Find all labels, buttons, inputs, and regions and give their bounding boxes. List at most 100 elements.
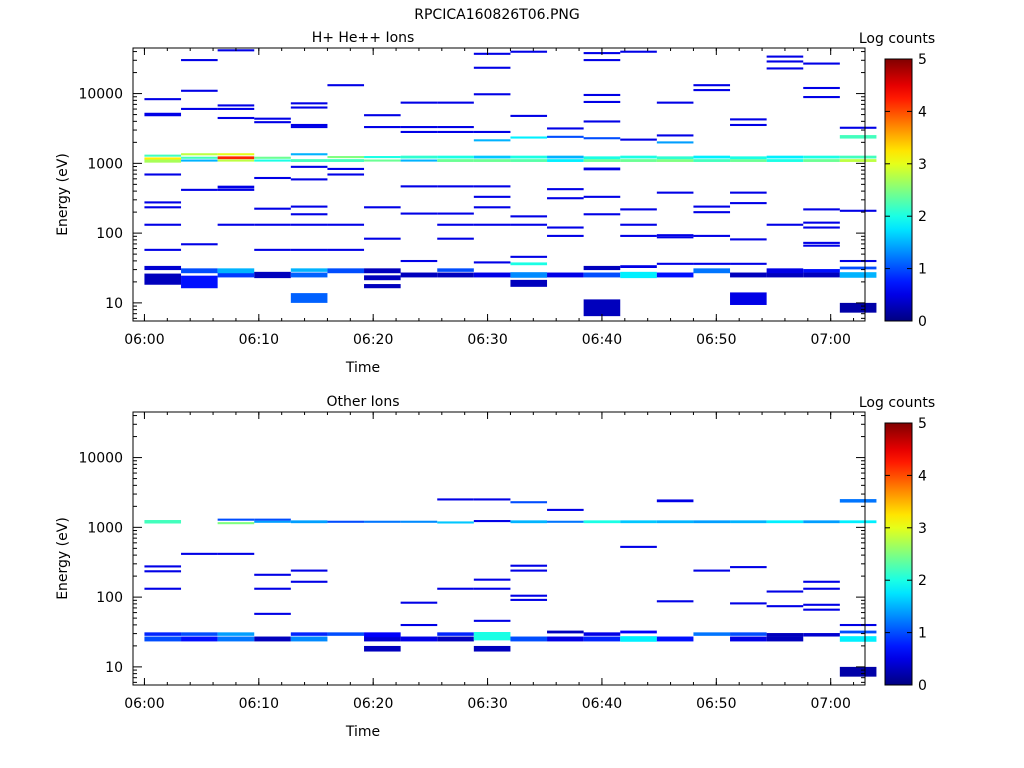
heatmap-cell	[803, 269, 840, 273]
heatmap-cell	[473, 139, 511, 142]
heatmap-cell	[656, 499, 694, 503]
x-tick-label: 06:00	[124, 332, 164, 348]
heatmap-cell	[656, 156, 694, 160]
heatmap-cell	[766, 268, 804, 274]
heatmap-cell	[803, 159, 840, 162]
heatmap-cell	[400, 130, 438, 133]
heatmap-cell	[730, 566, 767, 569]
heatmap-cell	[437, 268, 474, 272]
heatmap-cell	[290, 126, 328, 129]
x-tick-label: 06:10	[239, 696, 279, 712]
heatmap-cell	[620, 520, 657, 524]
heatmap-cell	[254, 587, 291, 590]
heatmap-cell	[730, 520, 767, 524]
heatmap-cell	[400, 185, 438, 188]
heatmap-cell	[510, 279, 548, 287]
y-tick-label: 1000	[87, 156, 123, 172]
heatmap-cell	[693, 84, 731, 87]
heatmap-cell	[473, 52, 511, 55]
heatmap-cell	[290, 123, 328, 127]
heatmap-cell	[693, 234, 731, 237]
heatmap-cell	[656, 234, 694, 237]
heatmap-cell	[583, 213, 621, 216]
heatmap-cell	[620, 234, 657, 237]
heatmap-cell	[437, 185, 474, 188]
x-tick-label: 06:50	[696, 332, 736, 348]
plot-frame	[132, 47, 866, 322]
heatmap-cell	[254, 636, 291, 642]
heatmap-cell	[620, 630, 657, 634]
heatmap-cell	[839, 209, 877, 212]
heatmap-cell	[254, 159, 291, 162]
heatmap-cell	[656, 101, 694, 104]
heatmap-cell	[364, 645, 401, 652]
heatmap-cell	[510, 255, 548, 258]
heatmap-cell	[656, 600, 694, 603]
heatmap-cell	[803, 633, 840, 637]
heatmap-cell	[364, 636, 401, 642]
heatmap-cell	[181, 636, 218, 642]
heatmap-cell	[583, 156, 621, 160]
heatmap-cell	[547, 636, 584, 642]
heatmap-cell	[364, 156, 401, 159]
heatmap-cell	[656, 236, 694, 239]
heatmap-cell	[254, 271, 291, 279]
heatmap-cell	[217, 107, 255, 110]
heatmap-cell	[766, 223, 804, 226]
y-tick-label: 100	[96, 226, 123, 242]
heatmap-cell	[364, 206, 401, 209]
heatmap-cell	[730, 202, 767, 205]
heatmap-cell	[839, 666, 877, 677]
heatmap-cell	[254, 518, 291, 521]
heatmap-cell	[839, 302, 877, 313]
heatmap-cell	[181, 632, 218, 636]
heatmap-cell	[803, 580, 840, 583]
heatmap-cell	[473, 632, 511, 641]
heatmap-cell	[839, 636, 877, 642]
heatmap-cell	[327, 520, 365, 523]
heatmap-cell	[547, 155, 584, 159]
heatmap-cell	[730, 602, 767, 605]
heatmap-cell	[766, 633, 804, 637]
heatmap-cell	[583, 636, 621, 642]
heatmap-cell	[620, 50, 657, 53]
heatmap-cell	[766, 159, 804, 162]
heatmap-cell	[730, 159, 767, 162]
heatmap-cell	[656, 262, 694, 265]
heatmap-cell	[766, 520, 804, 524]
heatmap-cell	[730, 238, 767, 241]
heatmap-cell	[254, 121, 291, 124]
heatmap-cell	[327, 159, 365, 162]
y-axis-label: Energy (eV)	[55, 517, 71, 600]
heatmap-cell	[473, 272, 511, 278]
heatmap-cell	[510, 223, 548, 226]
heatmap-cell	[510, 520, 548, 524]
heatmap-cell	[400, 259, 438, 263]
heatmap-cell	[510, 136, 548, 139]
heatmap-cell	[547, 630, 584, 634]
heatmap-cell	[217, 156, 255, 160]
heatmap-cell	[144, 570, 182, 573]
heatmap-cell	[510, 594, 548, 597]
heatmap-cell	[327, 173, 365, 176]
heatmap-cell	[803, 155, 840, 159]
heatmap-cell	[364, 237, 401, 240]
heatmap-cell	[803, 221, 840, 224]
heatmap-cell	[473, 261, 511, 264]
heatmap-cell	[510, 272, 548, 278]
heatmap-cell	[766, 272, 804, 278]
heatmap-cell	[583, 265, 621, 271]
heatmap-cell	[730, 191, 767, 194]
colorbar	[884, 58, 913, 322]
heatmap-cell	[290, 580, 328, 583]
heatmap-cell	[217, 159, 255, 162]
colorbar-tick-label: 5	[918, 52, 927, 68]
colorbar-tick-label: 5	[918, 416, 927, 432]
heatmap-cell	[620, 138, 657, 141]
heatmap-cell	[217, 272, 255, 278]
heatmap-cell	[730, 632, 767, 636]
heatmap-cell	[620, 159, 657, 162]
colorbar-tick-label: 2	[918, 573, 927, 589]
heatmap-cell	[400, 520, 438, 523]
heatmap-cell	[803, 241, 840, 244]
